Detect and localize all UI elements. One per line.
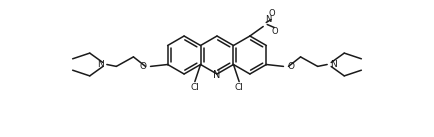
Text: N: N [97, 60, 104, 69]
Text: O: O [140, 62, 147, 71]
Text: O: O [269, 9, 276, 18]
Text: Cl: Cl [191, 83, 199, 92]
Text: N: N [265, 15, 272, 24]
Text: O: O [287, 62, 294, 71]
Text: O: O [272, 28, 279, 36]
Text: N: N [214, 70, 220, 80]
Text: N: N [330, 60, 337, 69]
Text: Cl: Cl [235, 83, 243, 92]
